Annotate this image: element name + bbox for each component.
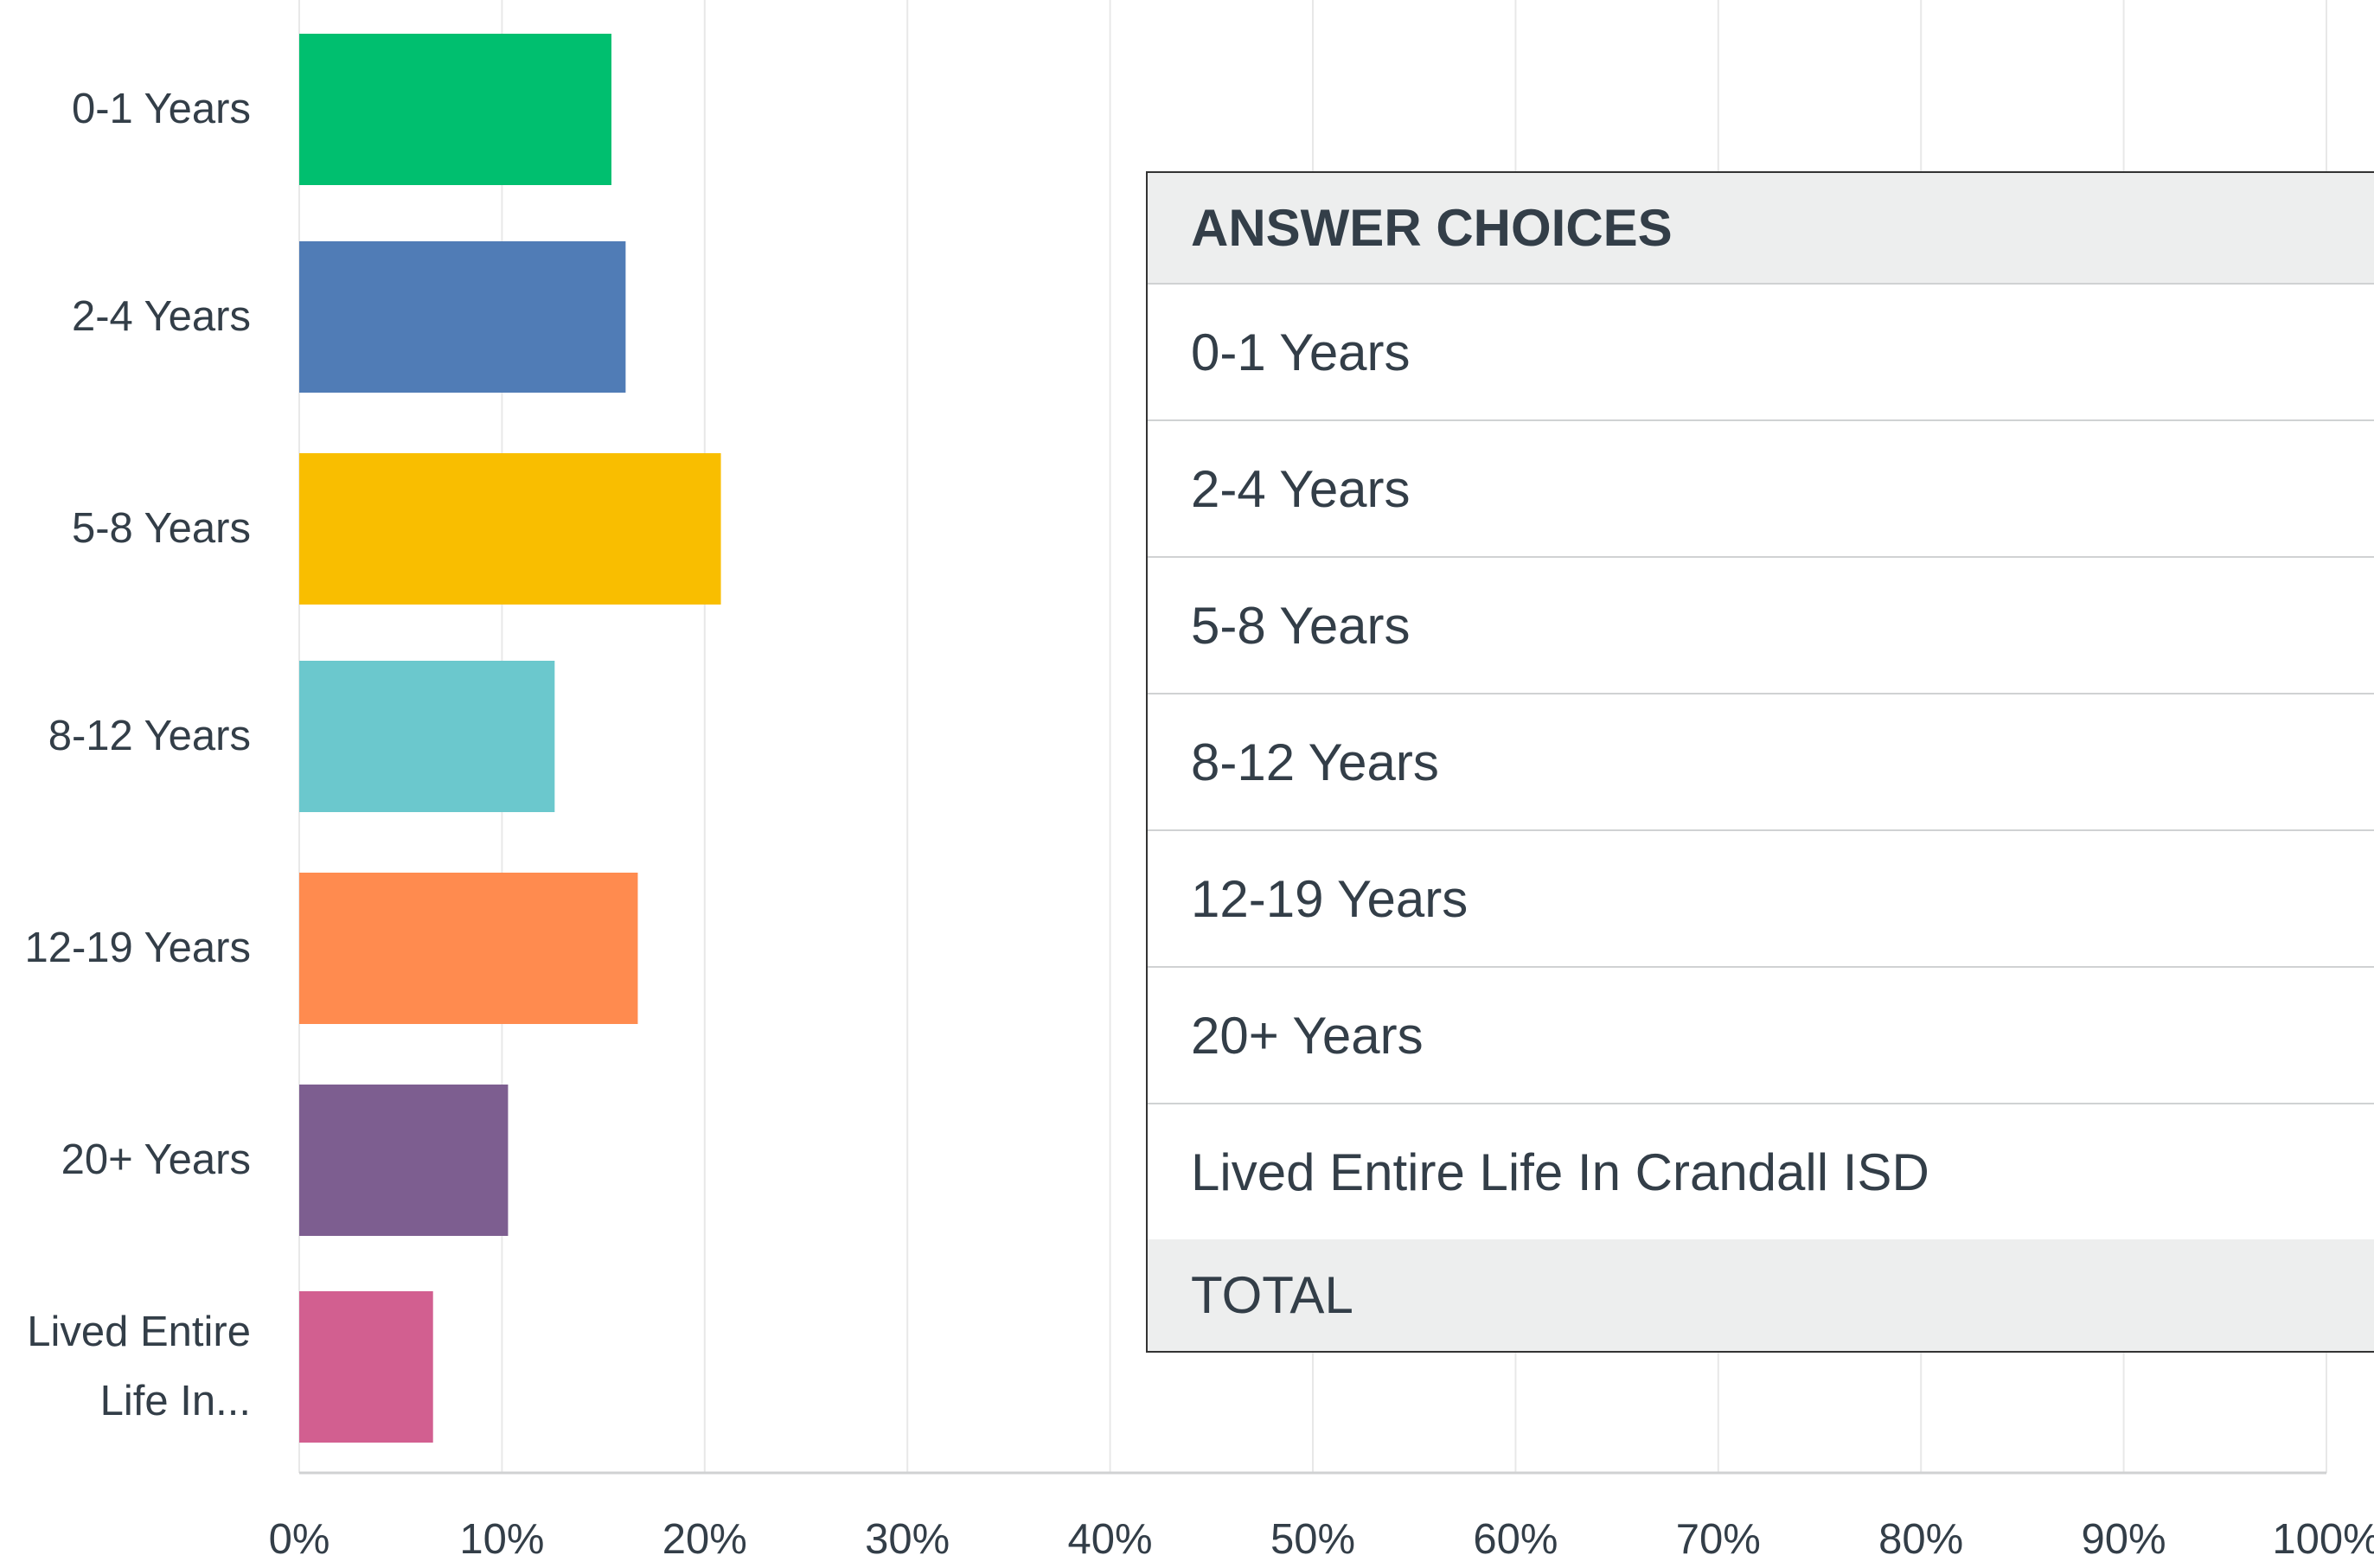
x-tick-label: 50%	[1270, 1516, 1356, 1563]
answer-table: ANSWER CHOICES 0-1 Years 2-4 Years 5-8 Yea…	[1146, 171, 2374, 1353]
table-rows: 0-1 Years 2-4 Years 5-8 Years 8-12 Years 12-…	[1148, 283, 2374, 1239]
category-label: 0-1 Years	[71, 86, 251, 132]
bar	[299, 453, 721, 605]
bar	[299, 1291, 433, 1443]
bar	[299, 661, 555, 812]
category-label: Lived Entire Life In...	[27, 1309, 251, 1424]
x-tick-label: 60%	[1473, 1516, 1558, 1563]
category-label: 5-8 Years	[71, 505, 251, 552]
x-tick-label: 20%	[662, 1516, 747, 1563]
x-tick-label: 80%	[1878, 1516, 1964, 1563]
x-tick-label: 100%	[2272, 1516, 2374, 1563]
bar	[299, 873, 638, 1024]
table-row: 2-4 Years	[1148, 419, 2374, 556]
x-tick-label: 10%	[459, 1516, 545, 1563]
x-tick-label: 30%	[865, 1516, 950, 1563]
category-label: 12-19 Years	[24, 925, 251, 971]
x-tick-label: 70%	[1675, 1516, 1761, 1563]
bar	[299, 1085, 509, 1236]
table-row: 12-19 Years	[1148, 829, 2374, 966]
table-row: 8-12 Years	[1148, 693, 2374, 829]
table-header: ANSWER CHOICES	[1148, 173, 2374, 283]
table-row: 0-1 Years	[1148, 283, 2374, 419]
table-total: TOTAL	[1148, 1239, 2374, 1351]
bar	[299, 241, 626, 393]
category-label: 8-12 Years	[48, 713, 251, 759]
x-tick-label: 40%	[1067, 1516, 1153, 1563]
table-row: Lived Entire Life In Crandall ISD	[1148, 1103, 2374, 1239]
category-label: 20+ Years	[61, 1136, 251, 1183]
bar	[299, 34, 611, 185]
category-label: 2-4 Years	[71, 293, 251, 340]
table-row: 20+ Years	[1148, 966, 2374, 1103]
table-row: 5-8 Years	[1148, 556, 2374, 693]
x-tick-label: 90%	[2081, 1516, 2166, 1563]
x-tick-label: 0%	[268, 1516, 330, 1563]
